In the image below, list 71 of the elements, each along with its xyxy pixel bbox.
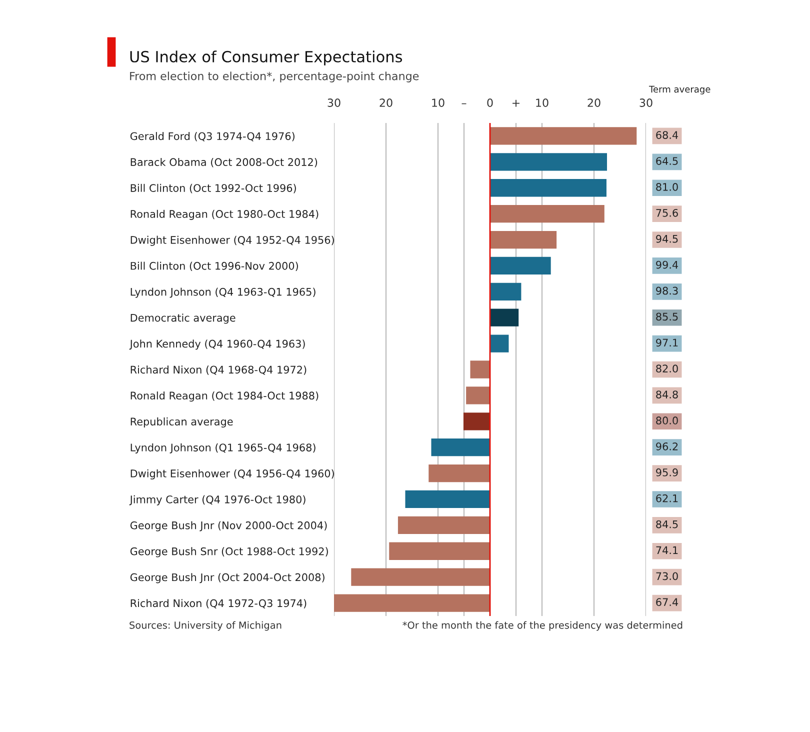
x-tick-label: 20 (588, 98, 600, 107)
bar (431, 438, 490, 456)
x-tick-label: 30 (328, 98, 340, 107)
text: 99.4 (656, 260, 678, 269)
y-tick-label: Lyndon Johnson (Q1 1965-Q4 1968) (130, 443, 316, 454)
bar (490, 256, 551, 275)
bar (490, 334, 509, 352)
text: 96.2 (656, 442, 678, 450)
bar (490, 230, 557, 249)
text: 73.0 (656, 572, 678, 580)
bar (490, 127, 637, 145)
text: 85.5 (656, 312, 678, 321)
x-tick-label: 10 (432, 98, 444, 107)
text: 80.0 (656, 416, 678, 424)
x-tick-label: 0 (487, 98, 493, 107)
text: 94.5 (656, 234, 678, 243)
text: 84.5 (656, 520, 678, 528)
x-tick-label: 20 (380, 98, 392, 107)
source-note: Sources: University of Michigan (130, 621, 282, 631)
text: 64.5 (656, 157, 678, 165)
text: 62.1 (656, 494, 678, 502)
bar (466, 386, 490, 404)
text: 98.3 (656, 286, 678, 295)
bar (398, 516, 490, 534)
y-tick-label: Richard Nixon (Q4 1972-Q3 1974) (130, 599, 306, 608)
y-tick-label: Dwight Eisenhower (Q4 1956-Q4 1960) (130, 469, 334, 480)
text: 67.4 (656, 598, 678, 606)
y-tick-label: Ronald Reagan (Oct 1980-Oct 1984) (130, 210, 318, 220)
bar (351, 568, 490, 586)
bar (389, 542, 490, 560)
y-tick-label: Ronald Reagan (Oct 1984-Oct 1988) (130, 391, 318, 402)
x-tick-label: – (462, 103, 466, 104)
y-tick-label: Richard Nixon (Q4 1968-Q4 1972) (130, 366, 306, 375)
text: 97.1 (656, 338, 678, 347)
bar (334, 594, 490, 612)
text: 68.4 (656, 131, 678, 139)
x-tick-label: 10 (536, 98, 548, 107)
bar (490, 179, 606, 197)
bar (490, 153, 607, 171)
x-tick-label: + (512, 100, 520, 107)
y-tick-label: Bill Clinton (Oct 1996-Nov 2000) (130, 262, 298, 272)
bar (428, 464, 490, 482)
y-tick-label: Gerald Ford (Q3 1974-Q4 1976) (130, 132, 294, 142)
y-tick-label: Jimmy Carter (Q4 1976-Oct 1980) (129, 495, 306, 506)
y-tick-label: George Bush Jnr (Nov 2000-Oct 2004) (130, 521, 327, 532)
chart-subtitle: From election to election*, percentage-point change (130, 72, 419, 82)
y-tick-label: George Bush Snr (Oct 1988-Oct 1992) (130, 547, 328, 558)
y-tick-label: Bill Clinton (Oct 1992-Oct 1996) (130, 184, 296, 194)
y-tick-label: John Kennedy (Q4 1960-Q4 1963) (129, 340, 305, 350)
bar (405, 490, 490, 508)
text: 84.8 (656, 390, 678, 398)
y-tick-label: George Bush Jnr (Oct 2004-Oct 2008) (130, 573, 324, 584)
y-tick-label: Democratic average (130, 314, 236, 324)
bar (463, 412, 490, 430)
text: 74.1 (656, 546, 678, 554)
y-tick-label: Republican average (130, 417, 233, 428)
bar (490, 308, 519, 326)
x-tick-label: 30 (640, 98, 652, 107)
y-tick-label: Dwight Eisenhower (Q4 1952-Q4 1956) (130, 236, 334, 246)
bar (470, 360, 490, 378)
text: *Or the month the fate of the presidency was determined (402, 621, 682, 631)
bar (490, 204, 604, 223)
chart-title: US Index of Consumer Expectations (130, 50, 402, 66)
y-tick-label: Lyndon Johnson (Q4 1963-Q1 1965) (130, 288, 316, 298)
text: Term average (648, 86, 710, 94)
text: 81.0 (656, 183, 678, 191)
bar (490, 282, 522, 300)
text: 75.6 (656, 208, 678, 217)
y-tick-label: Barack Obama (Oct 2008-Oct 2012) (130, 158, 318, 168)
text: 82.0 (656, 364, 678, 373)
text: 95.9 (656, 468, 678, 476)
